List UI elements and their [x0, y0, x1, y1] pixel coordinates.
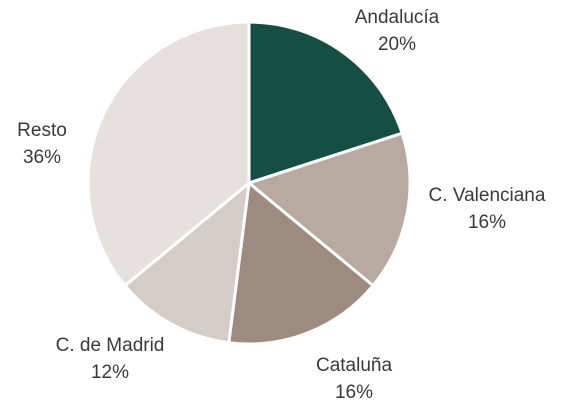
slice-label: Cataluña [316, 355, 392, 376]
slice-label: Resto [17, 120, 67, 141]
pie-slice [247, 131, 412, 288]
slice-label: C. de Madrid [56, 335, 165, 356]
slice-value-label: 20% [378, 34, 416, 55]
slice-label: C. Valenciana [429, 185, 546, 206]
slice-value-label: 16% [468, 212, 506, 233]
slice-value-label: 16% [335, 382, 373, 403]
slice-value-label: 36% [23, 147, 61, 168]
slice-value-label: 12% [91, 362, 129, 383]
pie-slice [227, 181, 375, 346]
slice-label: Andalucía [355, 7, 440, 28]
pie-slice [86, 20, 251, 288]
pie-slice [247, 20, 404, 185]
pie-slice [123, 181, 251, 345]
